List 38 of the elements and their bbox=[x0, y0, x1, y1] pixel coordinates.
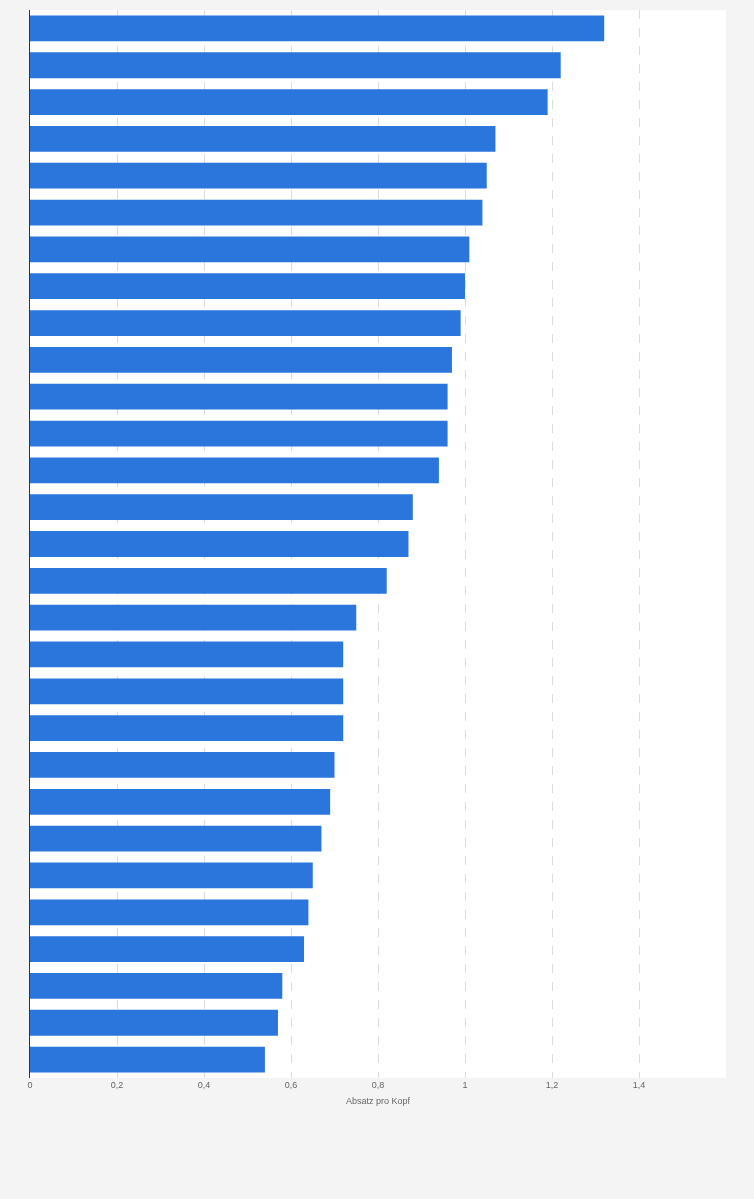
x-tick-label: 0,2 bbox=[110, 1080, 124, 1090]
x-axis-title: Absatz pro Kopf bbox=[345, 1095, 411, 1106]
bar bbox=[30, 715, 344, 742]
x-tick-label: 0,8 bbox=[371, 1080, 385, 1090]
bar bbox=[30, 752, 335, 778]
bar bbox=[30, 494, 413, 521]
bar bbox=[30, 641, 344, 668]
bar bbox=[30, 973, 283, 999]
bar bbox=[30, 346, 452, 373]
x-tick-label: 1,2 bbox=[545, 1080, 559, 1090]
bar bbox=[30, 15, 605, 42]
bar bbox=[30, 531, 409, 557]
bar bbox=[30, 604, 357, 631]
x-tick-label: 1 bbox=[462, 1080, 468, 1090]
bar bbox=[30, 383, 448, 410]
bar bbox=[30, 825, 322, 852]
x-tick-label: 0 bbox=[27, 1080, 33, 1090]
x-tick-label: 1,4 bbox=[632, 1080, 646, 1090]
bar bbox=[30, 126, 496, 152]
bar bbox=[30, 273, 465, 300]
bar bbox=[30, 310, 461, 336]
bar bbox=[30, 788, 331, 815]
bar bbox=[30, 862, 313, 889]
bar bbox=[30, 567, 387, 594]
bar bbox=[30, 52, 561, 79]
bar bbox=[30, 89, 548, 115]
x-tick-label: 0,6 bbox=[284, 1080, 298, 1090]
bar bbox=[30, 936, 305, 962]
bar bbox=[30, 678, 344, 705]
bar bbox=[30, 162, 487, 189]
bar bbox=[30, 236, 470, 263]
bar bbox=[30, 1046, 265, 1073]
bar bbox=[30, 457, 439, 484]
bar bbox=[30, 420, 448, 447]
bar bbox=[30, 899, 309, 926]
bar bbox=[30, 199, 483, 226]
x-tick-label: 0,4 bbox=[197, 1080, 211, 1090]
bar bbox=[30, 1009, 278, 1036]
